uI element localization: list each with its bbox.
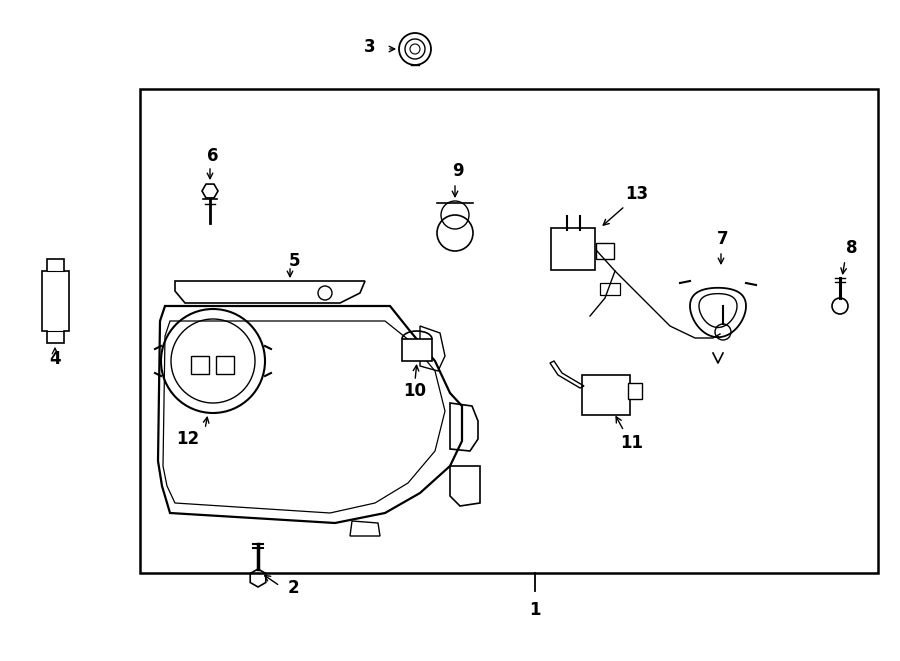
Text: 2: 2: [287, 579, 299, 597]
FancyBboxPatch shape: [628, 383, 642, 399]
FancyBboxPatch shape: [216, 356, 234, 374]
Bar: [140, 89, 878, 573]
FancyBboxPatch shape: [551, 228, 595, 270]
Text: 5: 5: [289, 252, 301, 270]
Text: 9: 9: [452, 162, 464, 180]
Text: 4: 4: [50, 350, 61, 368]
Text: 7: 7: [717, 230, 729, 248]
Text: 10: 10: [403, 382, 427, 400]
Text: 13: 13: [626, 185, 649, 203]
Text: 6: 6: [207, 147, 219, 165]
FancyBboxPatch shape: [596, 243, 614, 259]
Text: 12: 12: [176, 430, 200, 448]
FancyBboxPatch shape: [582, 375, 630, 415]
FancyBboxPatch shape: [600, 283, 620, 295]
FancyBboxPatch shape: [402, 339, 432, 361]
Text: 8: 8: [846, 239, 858, 257]
Text: 11: 11: [620, 434, 643, 452]
Text: 3: 3: [364, 38, 376, 56]
Text: 1: 1: [529, 601, 541, 619]
FancyBboxPatch shape: [191, 356, 209, 374]
